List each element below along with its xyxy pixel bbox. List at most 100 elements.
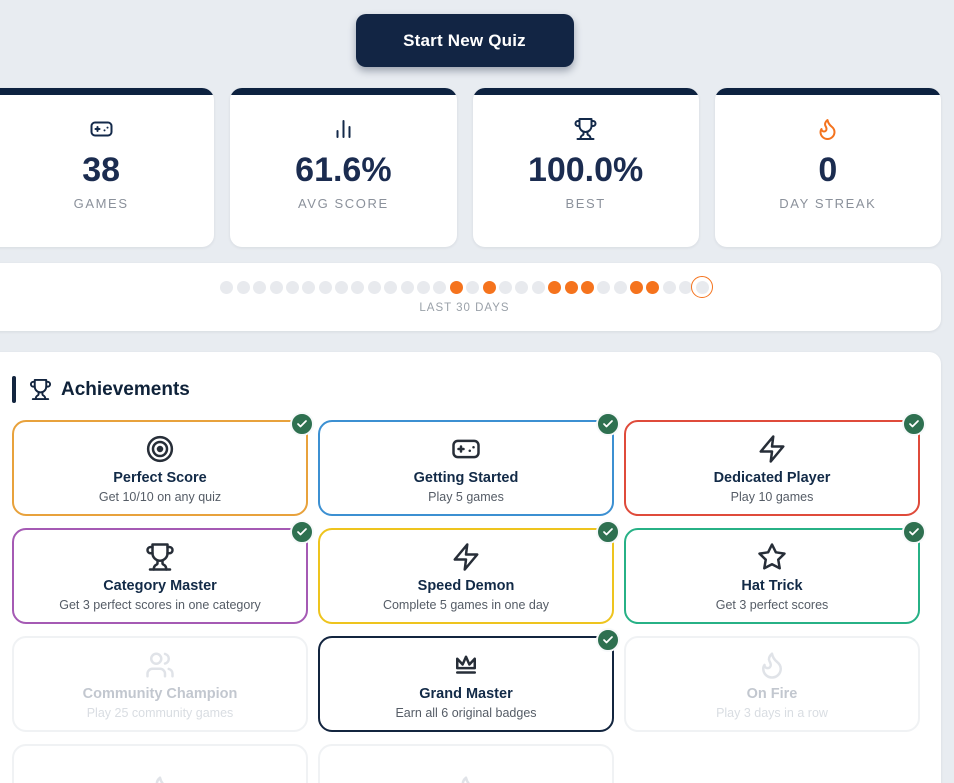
activity-dot [580,280,594,294]
achievement-title: Speed Demon [417,577,515,594]
activity-dot [548,280,562,294]
crown-icon [451,650,481,680]
achievement-card-on-fire: On Fire Play 3 days in a row [624,636,920,732]
activity-dot [613,280,627,294]
activity-dot [515,280,529,294]
badges-grid: Perfect Score Get 10/10 on any quiz Gett… [12,412,926,783]
trophy-icon [572,117,599,141]
achievement-title: Getting Started [413,469,519,486]
zap-icon [757,434,787,464]
activity-dot [285,280,299,294]
trophy-icon [29,378,52,401]
achievement-title: Grand Master [419,685,513,702]
check-icon [602,418,614,430]
activity-dot [646,280,660,294]
activity-dot-today [691,276,714,298]
achievement-title: Hat Trick [741,577,803,594]
activity-dot [417,280,431,294]
stat-value: 0 [818,151,838,189]
activity-dot [400,280,414,294]
stat-label: DAY STREAK [779,196,877,212]
start-new-quiz-button[interactable]: Start New Quiz [355,14,574,67]
users-icon [145,650,175,680]
activity-dot [351,280,365,294]
flame-icon [145,774,175,783]
activity-dot [466,280,480,294]
achievement-card [318,744,614,783]
activity-dot [367,280,381,294]
activity-dot [269,280,283,294]
stat-label: BEST [565,196,606,212]
activity-dot [236,280,250,294]
stats-row: 38 GAMES 61.6% AVG SCORE 100.0% BEST 0 D… [0,88,941,247]
achievement-description: Play 3 days in a row [716,705,828,720]
star-icon [757,542,787,572]
achievement-card-hat-trick: Hat Trick Get 3 perfect scores [624,520,926,624]
achievement-title: Dedicated Player [713,469,831,486]
achievement-description: Play 5 games [428,489,504,504]
achievement-description: Get 10/10 on any quiz [98,489,222,504]
stat-card-top-accent [230,88,457,95]
unlocked-check-badge [290,520,314,544]
achievements-title: Achievements [61,378,190,400]
section-accent-bar [12,376,16,403]
activity-dot [498,280,512,294]
check-icon [602,526,614,538]
achievement-title: Community Champion [82,685,238,702]
activity-dots [220,276,714,298]
stat-value: 100.0% [527,151,644,189]
target-icon [145,434,175,464]
stat-label: GAMES [73,196,129,212]
unlocked-check-badge [596,412,620,436]
achievement-description: Play 25 community games [86,705,234,720]
achievement-card-dedicated-player: Dedicated Player Play 10 games [624,412,926,516]
activity-dot [335,280,349,294]
stat-value: 38 [82,151,121,189]
achievement-card-grand-master: Grand Master Earn all 6 original badges [318,628,620,732]
achievement-description: Get 3 perfect scores [715,597,829,612]
achievement-card-community-champion: Community Champion Play 25 community gam… [12,636,308,732]
flame-icon [814,117,841,141]
check-icon [296,526,308,538]
stat-card-games: 38 GAMES [0,88,215,247]
activity-panel: LAST 30 DAYS [0,263,941,331]
achievement-card [12,744,308,783]
activity-dot [384,280,398,294]
achievements-panel: Achievements Perfect Score Get 10/10 on … [0,352,941,783]
stat-card-day-streak: 0 DAY STREAK [714,88,941,247]
achievement-card-speed-demon: Speed Demon Complete 5 games in one day [318,520,620,624]
gamepad-icon [88,117,115,141]
unlocked-check-badge [902,520,926,544]
top-action-bar: Start New Quiz [0,0,941,67]
activity-dot [253,280,267,294]
unlocked-check-badge [596,520,620,544]
check-icon [602,634,614,646]
flame-icon [451,774,481,783]
achievement-title: Perfect Score [113,469,207,486]
achievement-title: Category Master [103,577,217,594]
zap-icon [451,542,481,572]
bar-chart-icon [330,117,357,141]
check-icon [908,418,920,430]
stat-card-best: 100.0% BEST [472,88,699,247]
stat-card-avg-score: 61.6% AVG SCORE [230,88,457,247]
activity-dot [662,280,676,294]
activity-dot [433,280,447,294]
unlocked-check-badge [902,412,926,436]
stat-label: AVG SCORE [298,196,389,212]
trophy-icon [145,542,175,572]
check-icon [296,418,308,430]
activity-dot [630,280,644,294]
activity-dot [597,280,611,294]
activity-dot [302,280,316,294]
achievement-card-getting-started: Getting Started Play 5 games [318,412,620,516]
activity-dot [531,280,545,294]
stat-card-top-accent [472,88,699,95]
activity-dot [482,280,496,294]
check-icon [908,526,920,538]
flame-icon [757,650,787,680]
achievement-description: Get 3 perfect scores in one category [59,597,261,612]
activity-dot [220,280,234,294]
